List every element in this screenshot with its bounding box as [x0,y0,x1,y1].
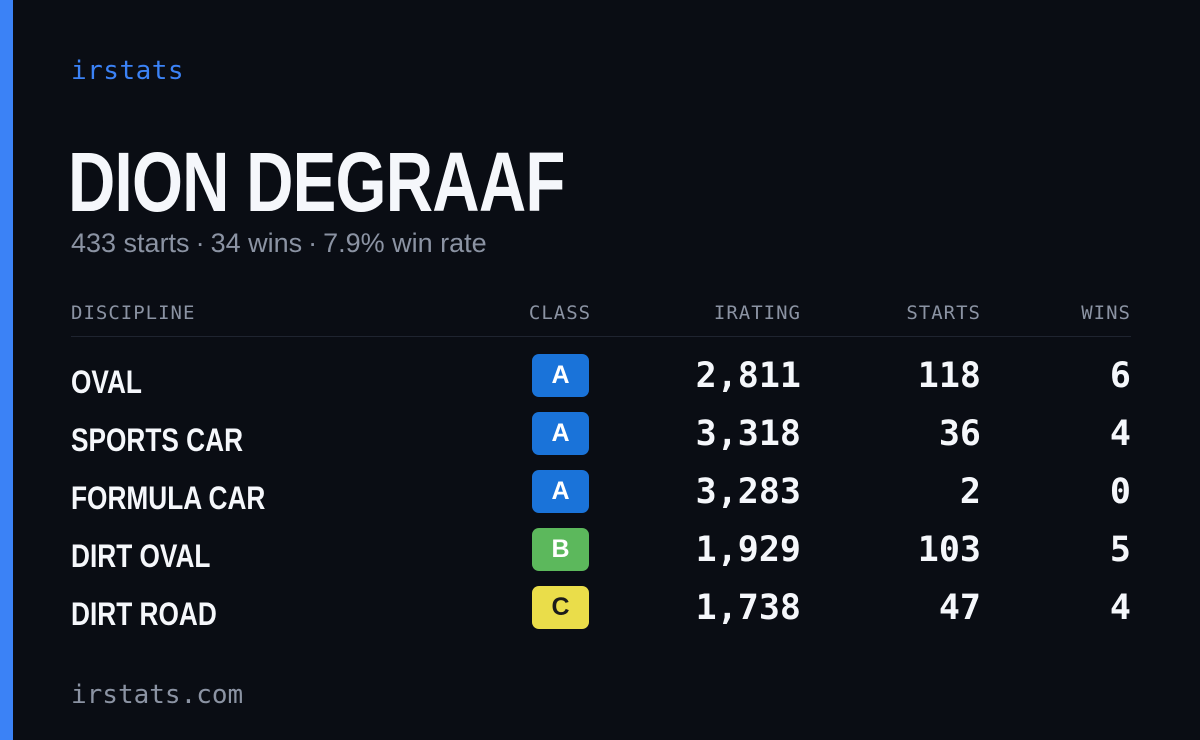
discipline-name: SPORTS CAR [71,422,244,458]
accent-bar [0,0,13,740]
header-class: CLASS [528,302,592,324]
table-row: DIRT OVAL B 1,929 103 5 [71,528,1131,586]
starts-value: 36 [938,414,981,454]
summary-separator: · [308,228,318,258]
header-discipline: DISCIPLINE [71,302,196,324]
class-badge: C [532,586,589,629]
discipline-name: FORMULA CAR [71,480,266,516]
irating-value: 1,738 [695,588,801,628]
class-badge: A [532,470,589,513]
table-header: DISCIPLINE CLASS IRATING STARTS WINS [71,296,1131,337]
table-body: OVAL A 2,811 118 6 SPORTS CAR A 3,318 36… [71,337,1131,644]
starts-value: 47 [938,588,981,628]
discipline-name: DIRT ROAD [71,596,217,632]
irating-value: 3,318 [695,414,801,454]
irating-value: 3,283 [695,472,801,512]
wins-value: 5 [1109,530,1131,570]
wins-value: 6 [1109,356,1131,396]
header-irating: IRATING [713,302,801,324]
summary-win-rate: 7.9% win rate [323,228,487,258]
discipline-name: DIRT OVAL [71,538,211,574]
class-badge: A [532,412,589,455]
summary-wins: 34 wins [210,228,303,258]
table-row: FORMULA CAR A 3,283 2 0 [71,470,1131,528]
class-badge: B [532,528,589,571]
header-starts: STARTS [906,302,981,324]
irating-value: 1,929 [695,530,801,570]
starts-value: 2 [959,472,981,512]
table-row: OVAL A 2,811 118 6 [71,354,1131,412]
table-row: DIRT ROAD C 1,738 47 4 [71,586,1131,644]
discipline-name: OVAL [71,364,142,400]
summary-starts: 433 starts [71,228,190,258]
summary-separator: · [195,228,205,258]
brand-logo[interactable]: irstats [71,56,185,86]
starts-value: 103 [917,530,981,570]
class-badge: A [532,354,589,397]
discipline-table: DISCIPLINE CLASS IRATING STARTS WINS OVA… [71,296,1131,644]
footer-url[interactable]: irstats.com [71,680,244,710]
wins-value: 0 [1109,472,1131,512]
wins-value: 4 [1109,414,1131,454]
wins-value: 4 [1109,588,1131,628]
driver-name: DION DEGRAAF [68,135,565,229]
driver-summary: 433 starts · 34 wins · 7.9% win rate [71,228,487,259]
header-wins: WINS [1081,302,1131,324]
irating-value: 2,811 [695,356,801,396]
table-row: SPORTS CAR A 3,318 36 4 [71,412,1131,470]
starts-value: 118 [917,356,981,396]
